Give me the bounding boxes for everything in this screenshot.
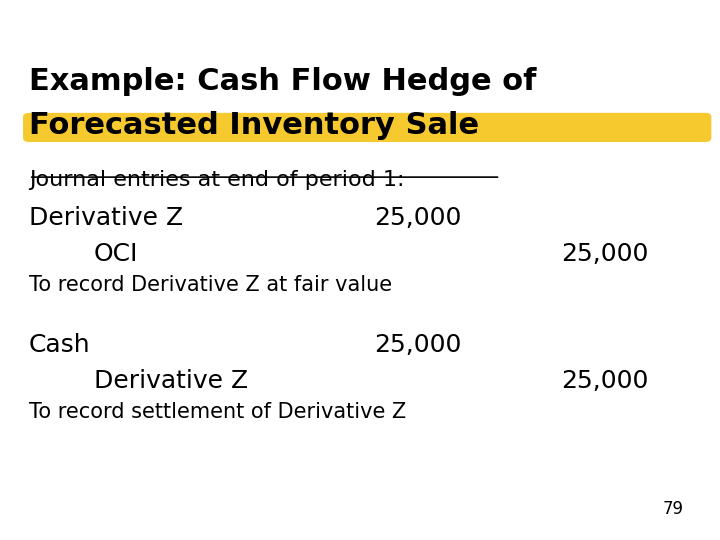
- Text: Derivative Z: Derivative Z: [94, 369, 248, 393]
- Text: 25,000: 25,000: [374, 206, 462, 230]
- Text: Derivative Z: Derivative Z: [29, 206, 183, 230]
- Text: Forecasted Inventory Sale: Forecasted Inventory Sale: [29, 111, 479, 140]
- Text: Example: Cash Flow Hedge of: Example: Cash Flow Hedge of: [29, 68, 536, 97]
- Text: To record Derivative Z at fair value: To record Derivative Z at fair value: [29, 275, 392, 295]
- Text: 25,000: 25,000: [562, 369, 649, 393]
- Text: To record settlement of Derivative Z: To record settlement of Derivative Z: [29, 402, 406, 422]
- Text: OCI: OCI: [94, 242, 138, 266]
- Text: 79: 79: [663, 501, 684, 518]
- FancyBboxPatch shape: [23, 113, 711, 142]
- Text: 25,000: 25,000: [562, 242, 649, 266]
- Text: 25,000: 25,000: [374, 333, 462, 357]
- Text: Cash: Cash: [29, 333, 91, 357]
- Text: Journal entries at end of period 1:: Journal entries at end of period 1:: [29, 170, 405, 190]
